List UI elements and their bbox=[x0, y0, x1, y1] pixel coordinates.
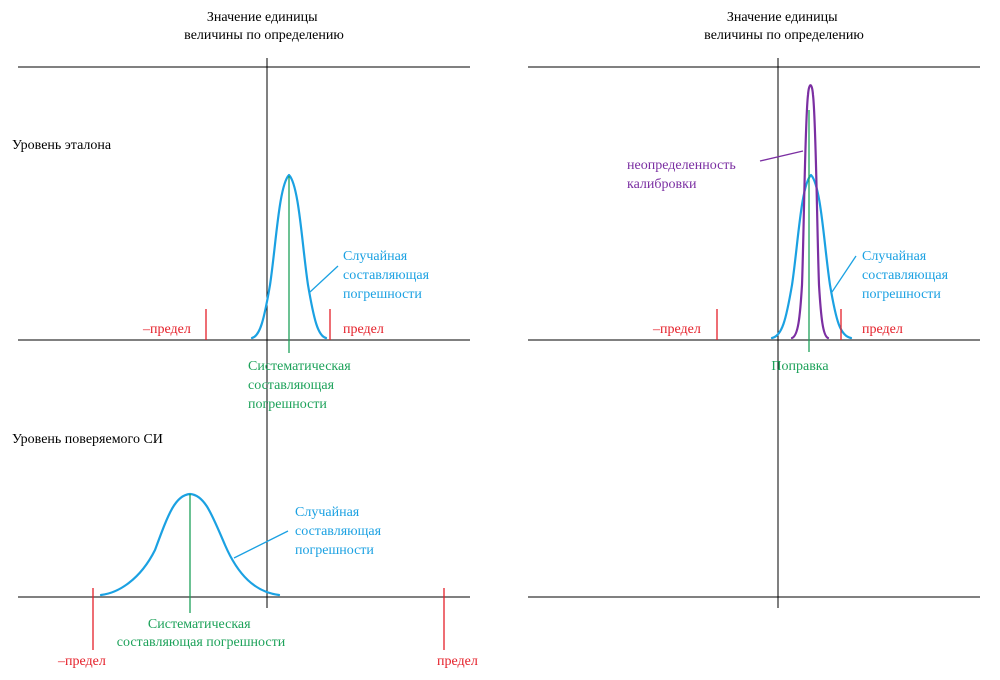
device-random-line-3: погрешности bbox=[295, 543, 374, 558]
device-neg-limit-label: –предел bbox=[57, 654, 106, 669]
standard-level-label: Уровень эталона bbox=[12, 138, 112, 153]
right-pos-limit-label: предел bbox=[862, 322, 903, 337]
right-random-line-3: погрешности bbox=[862, 287, 941, 302]
standard-systematic-line-3: погрешности bbox=[248, 397, 327, 412]
device-pos-limit-label: предел bbox=[437, 654, 478, 669]
calibration-leader bbox=[759, 150, 804, 162]
right-random-curve bbox=[770, 173, 853, 340]
right-random-leader bbox=[831, 255, 857, 293]
calibration-uncertainty-curve bbox=[790, 84, 830, 340]
device-systematic-line-1: Систематическая bbox=[148, 617, 251, 632]
device-random-label: Случайная составляющая погрешности bbox=[295, 505, 385, 558]
standard-random-leader bbox=[309, 265, 339, 293]
standard-random-line-2: составляющая bbox=[343, 268, 430, 283]
standard-systematic-label: Систематическая составляющая погрешности bbox=[248, 359, 354, 412]
device-systematic-line-2: составляющая погрешности bbox=[117, 635, 286, 650]
right-header-line-2: величины по определению bbox=[704, 28, 864, 43]
device-random-leader bbox=[233, 530, 289, 559]
left-header: Значение единицы величины по определению bbox=[184, 10, 344, 43]
calibration-line-1: неопределенность bbox=[627, 158, 736, 173]
device-random-line-2: составляющая bbox=[295, 524, 382, 539]
right-random-line-2: составляющая bbox=[862, 268, 949, 283]
standard-neg-limit-label: –предел bbox=[142, 322, 191, 337]
left-panel: Значение единицы величины по определению… bbox=[12, 10, 478, 669]
device-systematic-label: Систематическая составляющая погрешности bbox=[117, 617, 286, 650]
right-neg-limit-label: –предел bbox=[652, 322, 701, 337]
standard-random-line-3: погрешности bbox=[343, 287, 422, 302]
standard-systematic-line-2: составляющая bbox=[248, 378, 335, 393]
right-panel: Значение единицы величины по определению… bbox=[528, 10, 980, 608]
standard-systematic-line-1: Систематическая bbox=[248, 359, 351, 374]
calibration-line-2: калибровки bbox=[627, 177, 697, 192]
right-random-label: Случайная составляющая погрешности bbox=[862, 249, 952, 302]
left-header-line-1: Значение единицы bbox=[207, 10, 318, 25]
right-random-line-1: Случайная bbox=[862, 249, 927, 264]
right-header: Значение единицы величины по определению bbox=[704, 10, 864, 43]
device-random-line-1: Случайная bbox=[295, 505, 360, 520]
right-header-line-1: Значение единицы bbox=[727, 10, 838, 25]
left-header-line-2: величины по определению bbox=[184, 28, 344, 43]
calibration-label: неопределенность калибровки bbox=[627, 158, 739, 192]
standard-random-line-1: Случайная bbox=[343, 249, 408, 264]
standard-pos-limit-label: предел bbox=[343, 322, 384, 337]
standard-random-curve bbox=[250, 173, 328, 340]
standard-random-label: Случайная составляющая погрешности bbox=[343, 249, 433, 302]
correction-label: Поправка bbox=[771, 359, 829, 374]
device-level-label: Уровень поверяемого СИ bbox=[12, 432, 163, 447]
